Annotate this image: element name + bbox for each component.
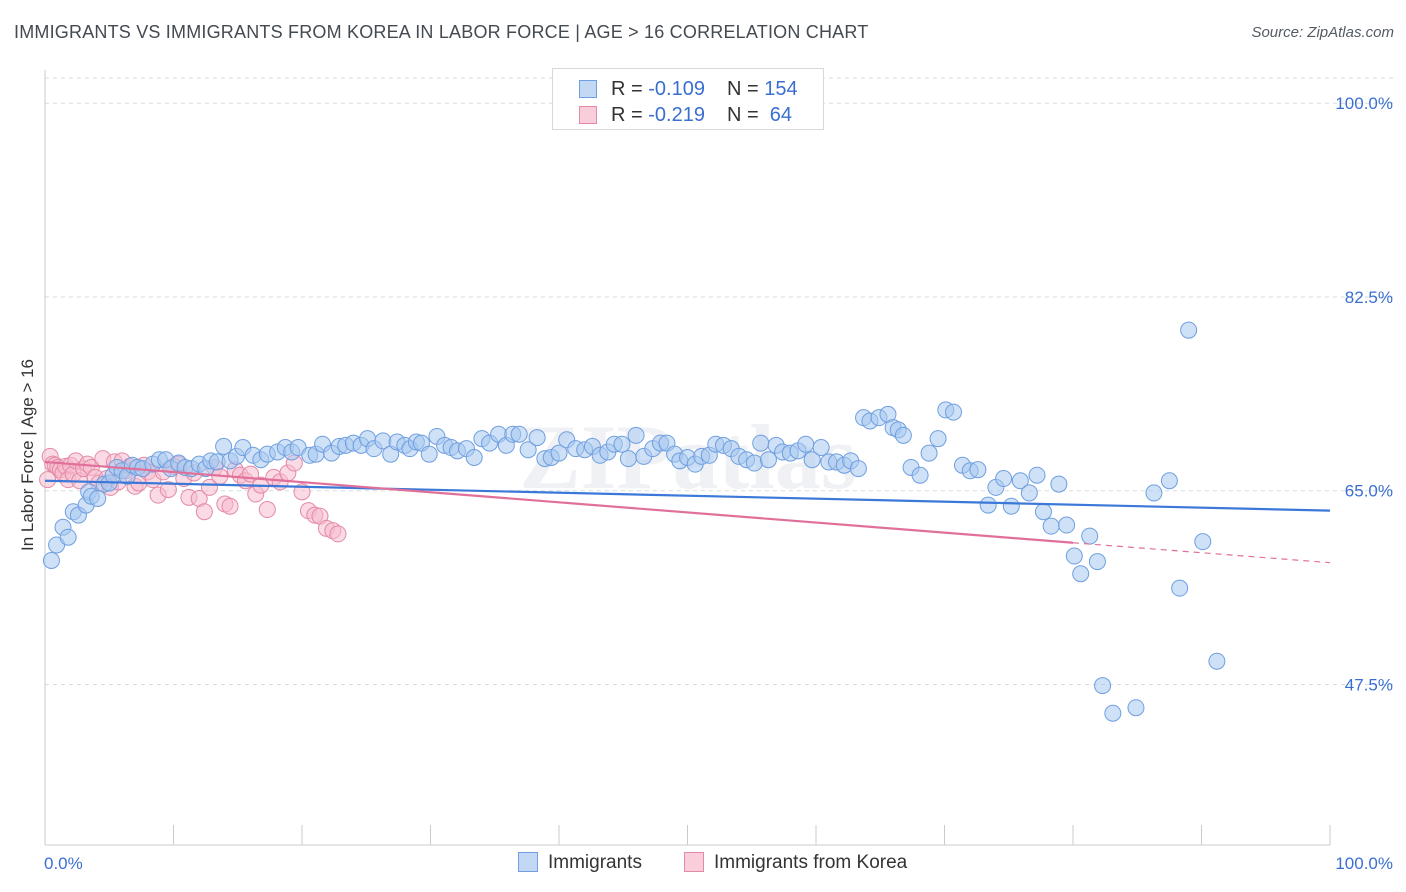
trend-line-korea-extension (1072, 542, 1331, 564)
data-point-immigrants (619, 450, 637, 468)
legend-row-immigrants: R = -0.109 N = 154 (553, 76, 823, 102)
data-point-immigrants (920, 444, 938, 462)
y-tick-labels: 47.5% 65.0% 82.5% 100.0% (1335, 94, 1393, 694)
chart-title: IMMIGRANTS VS IMMIGRANTS FROM KOREA IN L… (14, 22, 869, 42)
data-point-immigrants (420, 445, 438, 463)
data-point-immigrants (528, 429, 546, 447)
legend-r-value: -0.219 (648, 104, 705, 126)
data-point-immigrants (1094, 677, 1112, 695)
legend-n-label: N = (726, 104, 765, 126)
y-tick-label: 100.0% (1335, 94, 1393, 113)
data-point-immigrants (1088, 553, 1106, 571)
data-point-immigrants (1127, 699, 1145, 717)
data-point-immigrants (911, 466, 929, 484)
trend-line-immigrants (44, 479, 1331, 512)
series-immigrants (42, 321, 1226, 722)
data-point-immigrants (1020, 484, 1038, 502)
data-point-immigrants (519, 441, 537, 459)
data-point-immigrants (759, 451, 777, 469)
data-point-immigrants (812, 439, 830, 457)
data-point-korea (329, 525, 347, 543)
bottom-legend-label: Immigrants (548, 852, 642, 873)
data-point-immigrants (797, 435, 815, 453)
trend-lines (44, 460, 1331, 564)
grid-lines (45, 77, 1393, 685)
legend: R = -0.109 N = 154 R = -0.219 N = 64 (552, 68, 824, 130)
data-point-immigrants (752, 434, 770, 452)
y-tick-label: 82.5% (1345, 288, 1393, 307)
legend-n-label: N = (726, 78, 765, 100)
legend-swatch-blue (579, 80, 597, 98)
data-point-korea (159, 481, 177, 499)
bottom-legend-swatch-blue (518, 852, 538, 872)
data-point-immigrants (1171, 579, 1189, 597)
legend-swatch-pink (579, 106, 597, 124)
bottom-legend-immigrants: Immigrants (518, 852, 642, 876)
bottom-legend-korea: Immigrants from Korea (684, 852, 907, 876)
data-point-immigrants (215, 437, 233, 455)
data-point-immigrants (745, 454, 763, 472)
data-point-immigrants (1050, 475, 1068, 493)
x-tick-label-min: 0.0% (44, 854, 83, 873)
data-point-immigrants (944, 403, 962, 421)
data-point-immigrants (849, 460, 867, 478)
data-point-immigrants (1180, 321, 1198, 339)
data-point-immigrants (1058, 516, 1076, 534)
data-point-immigrants (1194, 533, 1212, 551)
data-point-immigrants (1042, 517, 1060, 535)
data-point-immigrants (465, 449, 483, 466)
data-point-immigrants (42, 551, 60, 569)
data-point-immigrants (995, 470, 1013, 488)
data-point-immigrants (969, 461, 987, 479)
data-point-immigrants (1081, 527, 1099, 545)
data-point-immigrants (1072, 565, 1090, 583)
legend-n-value: 154 (764, 78, 798, 100)
y-tick-label: 47.5% (1345, 675, 1393, 694)
legend-r-label: R = (611, 104, 649, 126)
source-label: Source: ZipAtlas.com (1251, 24, 1394, 41)
data-point-korea (195, 503, 213, 521)
y-tick-label: 65.0% (1345, 482, 1393, 501)
data-point-immigrants (1208, 652, 1226, 670)
legend-text: R = -0.219 N = 64 (611, 104, 792, 127)
data-point-immigrants (894, 426, 912, 444)
data-point-korea (258, 501, 276, 519)
data-point-immigrants (510, 425, 528, 443)
x-tick-label-max: 100.0% (1335, 854, 1393, 873)
data-point-immigrants (1028, 466, 1046, 484)
data-point-korea (39, 471, 57, 489)
data-point-immigrants (1034, 503, 1052, 521)
data-point-immigrants (550, 444, 568, 462)
data-point-immigrants (89, 489, 107, 507)
legend-n-value: 64 (764, 104, 793, 126)
data-point-immigrants (803, 451, 821, 469)
legend-r-label: R = (611, 78, 649, 100)
bottom-legend-label: Immigrants from Korea (714, 852, 908, 873)
data-point-immigrants (1011, 472, 1029, 490)
data-point-korea (221, 497, 239, 515)
trend-line-korea (44, 460, 1074, 544)
data-point-immigrants (1065, 547, 1083, 565)
bottom-legend-swatch-pink (684, 852, 704, 872)
data-point-immigrants (1160, 472, 1178, 490)
data-point-immigrants (627, 426, 645, 444)
data-point-immigrants (979, 496, 997, 514)
legend-r-value: -0.109 (648, 78, 705, 100)
data-point-immigrants (1002, 497, 1020, 515)
x-tick-labels: 0.0% 100.0% (44, 854, 1393, 873)
data-point-immigrants (59, 528, 77, 546)
data-point-immigrants (929, 430, 947, 448)
legend-text: R = -0.109 N = 154 (611, 78, 798, 101)
data-point-immigrants (613, 435, 631, 453)
legend-row-korea: R = -0.219 N = 64 (553, 102, 823, 128)
data-point-immigrants (1104, 704, 1122, 722)
y-axis-label: In Labor Force | Age > 16 (18, 358, 37, 552)
data-point-immigrants (1145, 484, 1163, 502)
